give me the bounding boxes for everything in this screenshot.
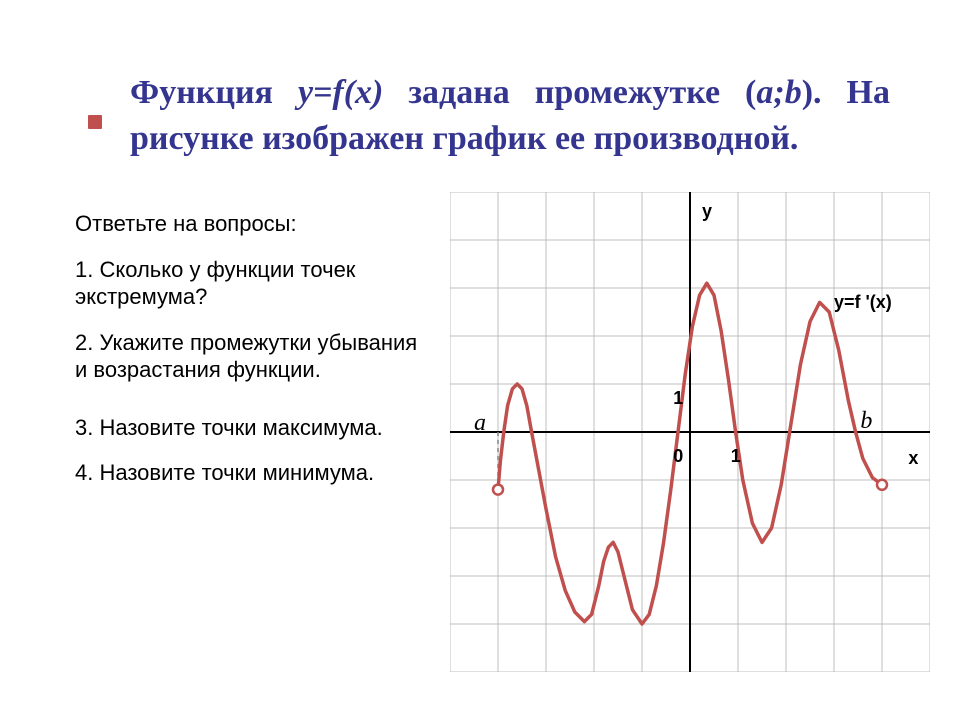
title-part-mid: задана промежутке ( [383, 74, 756, 111]
title-function: y=f(x) [298, 74, 383, 111]
title-part-pre: Функция [130, 74, 298, 111]
question-1: 1. Сколько у функции точек экстремума? [75, 256, 435, 311]
y-axis-label: y [702, 201, 712, 222]
b-label: b [860, 408, 872, 435]
questions-block: Ответьте на вопросы: 1. Сколько у функци… [75, 210, 435, 505]
tick-y-label: 1 [673, 388, 683, 409]
title-bullet [88, 115, 102, 129]
a-label: a [474, 410, 486, 437]
question-4: 4. Назовите точки минимума. [75, 459, 435, 487]
title-interval: a;b [756, 74, 801, 111]
questions-intro: Ответьте на вопросы: [75, 210, 435, 238]
x-axis-label: x [908, 448, 918, 469]
slide-title: Функция y=f(x) задана промежутке (a;b). … [130, 70, 890, 162]
origin-label: 0 [673, 446, 683, 467]
chart-svg [450, 192, 930, 672]
tick-x-label: 1 [731, 446, 741, 467]
question-2: 2. Укажите промежутки убывания и возраст… [75, 329, 435, 384]
function-label: y=f '(x) [834, 292, 892, 313]
slide-body: Функция y=f(x) задана промежутке (a;b). … [0, 0, 960, 720]
chart: y x 0 1 1 a b y=f '(x) [450, 192, 930, 672]
question-3: 3. Назовите точки максимума. [75, 414, 435, 442]
